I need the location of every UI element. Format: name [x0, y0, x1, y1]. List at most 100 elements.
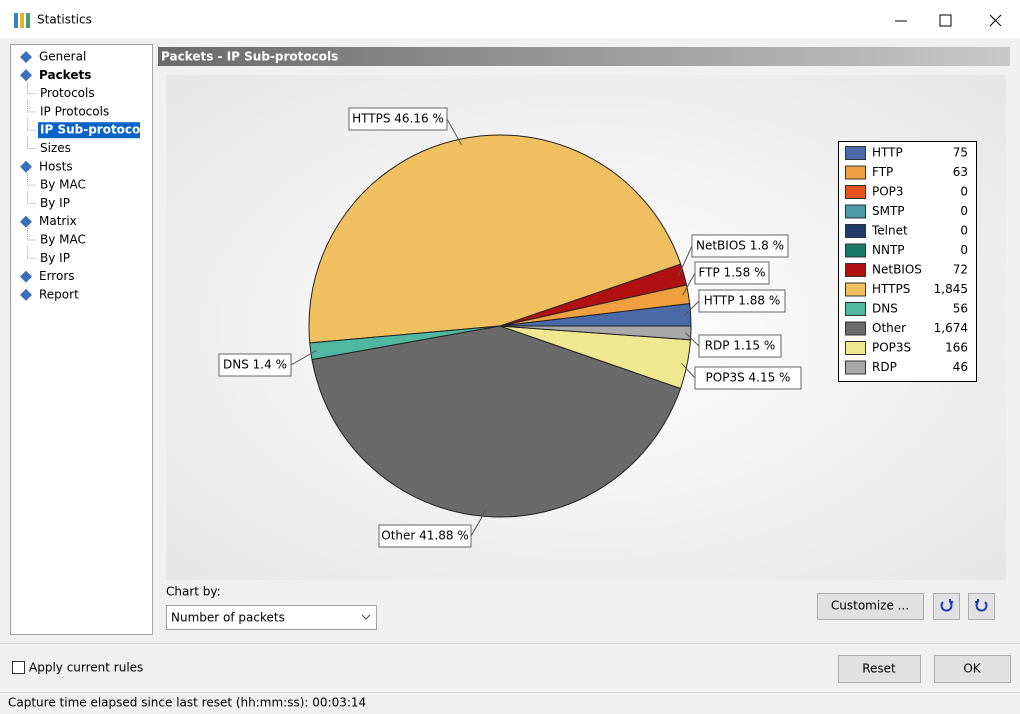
- legend-swatch: [845, 360, 866, 375]
- legend-swatch: [845, 243, 866, 258]
- legend-swatch: [845, 321, 866, 336]
- tree-item[interactable]: IP Sub-protocols: [40, 123, 152, 137]
- tree-item[interactable]: By IP: [40, 196, 70, 210]
- legend-value: 1,674: [934, 321, 968, 335]
- reset-label: Reset: [862, 662, 896, 676]
- legend-value: 63: [953, 165, 968, 179]
- app-icon: [14, 13, 18, 28]
- maximize-button[interactable]: [939, 14, 952, 27]
- legend-value: 0: [960, 243, 968, 257]
- legend-swatch: [845, 204, 866, 219]
- slice-label-box: [698, 289, 786, 313]
- slice-label-box: [348, 107, 448, 131]
- reset-button[interactable]: [838, 655, 921, 683]
- slice-label: DNS 1.4 %: [223, 358, 287, 372]
- legend-label: Other: [872, 321, 906, 335]
- tree-node-icon: [20, 160, 32, 173]
- tree-item[interactable]: Protocols: [40, 86, 95, 100]
- chart-by-label: Chart by:: [166, 585, 221, 599]
- legend-value: 72: [953, 263, 968, 277]
- leader-line: [470, 510, 486, 537]
- tree-item[interactable]: Hosts: [39, 159, 73, 173]
- panel-header: [158, 47, 1010, 66]
- tree-item[interactable]: IP Protocols: [40, 104, 109, 118]
- tree-item[interactable]: Packets: [39, 68, 91, 82]
- leader-line: [681, 362, 696, 379]
- chart-by-dropdown[interactable]: [166, 605, 377, 630]
- legend-label: Telnet: [871, 224, 908, 238]
- legend-label: SMTP: [872, 204, 905, 218]
- legend-value: 1,845: [934, 282, 968, 296]
- apply-rules-label: Apply current rules: [29, 661, 143, 675]
- slice-label-box: [218, 353, 292, 377]
- tree-item[interactable]: By MAC: [40, 233, 86, 247]
- leader-line: [684, 300, 700, 316]
- tree-node-icon: [20, 51, 32, 63]
- tree-node-icon: [20, 288, 32, 301]
- tree-item[interactable]: By MAC: [40, 178, 86, 192]
- slice-label: HTTP 1.88 %: [704, 294, 780, 308]
- refresh-icon: [940, 599, 953, 612]
- legend-swatch: [845, 341, 866, 355]
- legend-swatch: [845, 302, 866, 316]
- refresh-button[interactable]: [933, 593, 960, 620]
- legend-label: POP3S: [872, 341, 911, 355]
- legend-swatch: [845, 185, 866, 199]
- title-bar: [0, 0, 1020, 38]
- slice-label-box: [691, 234, 789, 258]
- leader-line: [682, 272, 696, 296]
- legend-swatch: [845, 282, 866, 297]
- slice-label: RDP 1.15 %: [705, 339, 776, 353]
- close-button[interactable]: [989, 14, 1002, 27]
- tree-panel: [10, 44, 153, 635]
- leader-line: [446, 118, 462, 146]
- ok-label: OK: [963, 662, 981, 676]
- ok-button[interactable]: [934, 655, 1011, 683]
- slice-label-box: [698, 334, 782, 358]
- slice-label: POP3S 4.15 %: [706, 371, 791, 385]
- slice-label-box: [694, 366, 802, 390]
- legend-swatch: [845, 263, 866, 277]
- legend-value: 46: [953, 360, 968, 374]
- refresh-button[interactable]: [968, 593, 995, 620]
- status-text: Capture time elapsed since last reset (h…: [8, 696, 366, 710]
- customize-button[interactable]: [817, 593, 924, 620]
- slice-label: FTP 1.58 %: [698, 266, 765, 280]
- apply-rules-checkbox[interactable]: [12, 661, 25, 674]
- leader-line: [684, 332, 700, 347]
- customize-label: Customize ...: [831, 599, 909, 613]
- legend-label: RDP: [872, 360, 897, 374]
- pie-slice: [499, 325, 692, 341]
- legend-label: DNS: [872, 302, 898, 316]
- chart-by-value: Number of packets: [171, 611, 285, 625]
- legend-swatch: [845, 165, 866, 180]
- legend-value: 0: [960, 204, 968, 218]
- pie-slice: [308, 134, 682, 344]
- tree-node-icon: [20, 69, 32, 82]
- leader-line: [290, 350, 317, 366]
- tree-item[interactable]: General: [39, 50, 86, 64]
- leader-line: [677, 245, 693, 277]
- tree-item[interactable]: Matrix: [39, 214, 77, 228]
- app-icon: [26, 13, 30, 28]
- legend-label: NNTP: [872, 243, 905, 257]
- dropdown-arrow: [361, 614, 371, 620]
- tree-item[interactable]: Sizes: [40, 141, 71, 155]
- window-title: Statistics: [37, 13, 92, 27]
- slice-label: HTTPS 46.16 %: [352, 112, 444, 126]
- tree-item[interactable]: Report: [39, 287, 79, 301]
- refresh-icon: [975, 599, 988, 612]
- pie-slice: [311, 325, 682, 518]
- panel-title: Packets - IP Sub-protocols: [161, 50, 338, 64]
- legend-swatch: [845, 224, 866, 238]
- slice-label: Other 41.88 %: [381, 529, 468, 543]
- status-bar: [0, 692, 1020, 714]
- legend-swatch: [845, 146, 866, 160]
- tree-item[interactable]: Errors: [39, 269, 75, 283]
- app-icon: [20, 13, 24, 28]
- tree-item[interactable]: By IP: [40, 251, 70, 265]
- slice-label-box: [378, 524, 472, 548]
- legend-value: 56: [953, 302, 968, 316]
- tree-node-icon: [20, 270, 32, 283]
